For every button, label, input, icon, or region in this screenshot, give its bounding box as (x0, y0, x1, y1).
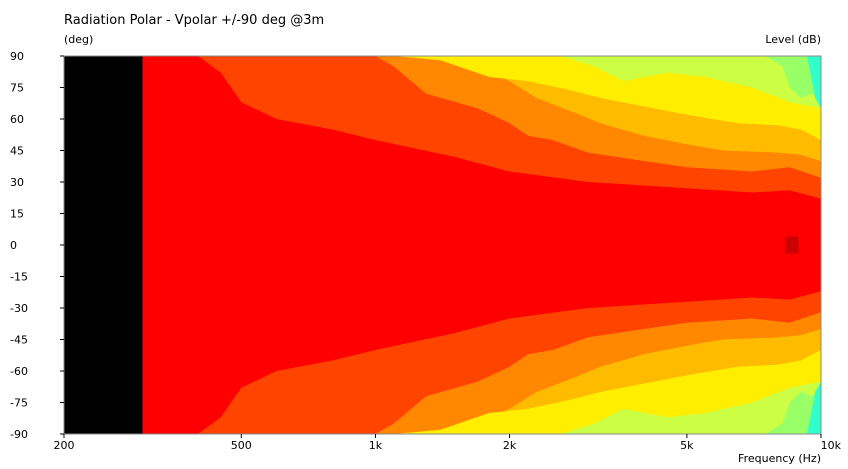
annotations (784, 236, 799, 254)
contour-band-6-upper (560, 56, 821, 109)
y-tick-label: -45 (10, 334, 28, 347)
x-tick-label: 200 (54, 439, 75, 452)
y-tick-label: -60 (10, 365, 28, 378)
y-tick-label: -30 (10, 302, 28, 315)
y-tick-label: 45 (10, 145, 24, 158)
y-tick-label: 75 (10, 82, 24, 95)
contour-bands (142, 56, 821, 434)
y-axis-label: (deg) (64, 33, 93, 46)
x-tick-label: 1k (369, 439, 383, 452)
y-tick-label: 0 (10, 239, 17, 252)
y-tick-label: 15 (10, 208, 24, 221)
chart-title: Radiation Polar - Vpolar +/-90 deg @3m (64, 13, 324, 28)
colorbar-label: Level (dB) (765, 33, 821, 46)
plot-area (64, 56, 821, 434)
x-tick-label: 10k (821, 439, 842, 452)
y-tick-label: -90 (10, 428, 28, 441)
x-axis-ticks: 200 500 1k 2k 5k 10k (54, 434, 842, 452)
x-axis-label: Frequency (Hz) (738, 452, 821, 465)
x-tick-label: 2k (503, 439, 517, 452)
y-tick-label: -75 (10, 397, 28, 410)
y-axis-ticks: 90 75 60 45 30 15 0 -15 -30 -45 -60 -75 -90 (10, 50, 64, 441)
y-tick-label: -15 (10, 271, 28, 284)
peak-marker (784, 236, 799, 254)
x-tick-label: 5k (680, 439, 694, 452)
contour-band-8-lower (807, 381, 821, 434)
x-tick-label: 500 (231, 439, 252, 452)
contour-band-8-upper (807, 56, 821, 109)
contour-band-6-lower (560, 381, 821, 434)
y-tick-label: 60 (10, 113, 24, 126)
no-data-region (64, 56, 143, 434)
y-tick-label: 90 (10, 50, 24, 63)
contour-band-7-lower (765, 392, 821, 434)
y-tick-label: 30 (10, 176, 24, 189)
contour-band-7-upper (765, 56, 821, 98)
